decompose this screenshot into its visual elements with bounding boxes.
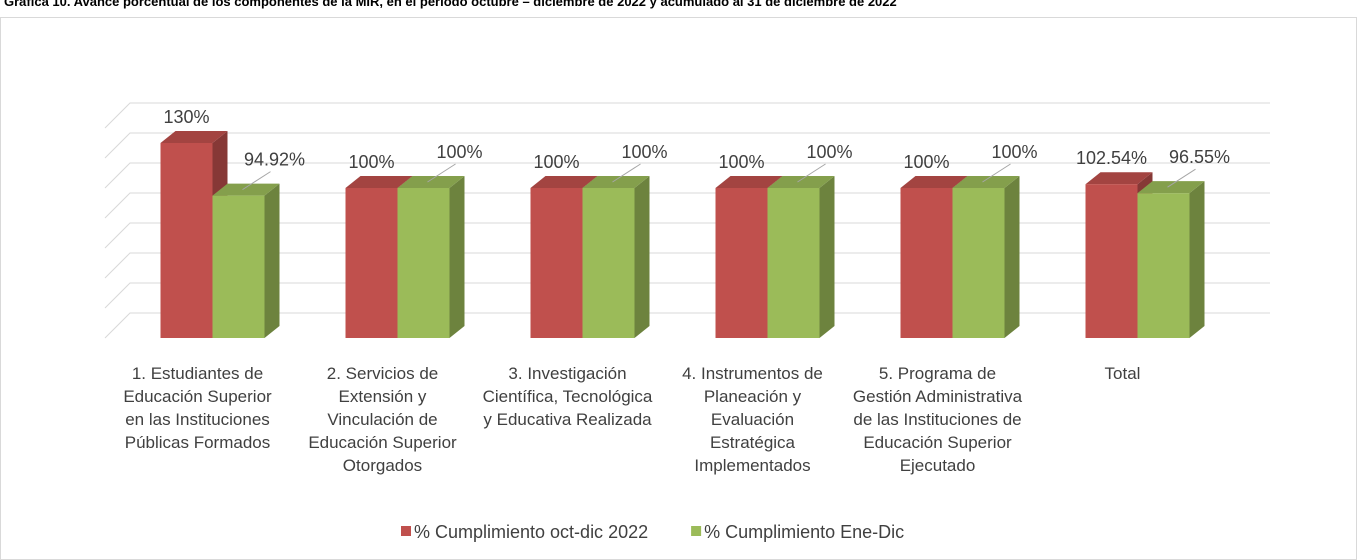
- x-tick-label: 2. Servicios de Extensión y Vinculación …: [308, 364, 457, 475]
- grid-line: [104, 282, 1270, 309]
- x-tick-label: 4. Instrumentos de Planeación y Evaluaci…: [682, 364, 823, 475]
- bar-top: [160, 131, 228, 143]
- leader-line: [797, 163, 826, 183]
- bar-side: [819, 176, 835, 338]
- bar-side: [449, 176, 465, 338]
- data-label: 100%: [621, 142, 667, 162]
- bar-front: [715, 188, 768, 338]
- bar: [767, 176, 835, 338]
- data-label: 100%: [718, 152, 764, 172]
- data-label: 94.92%: [244, 150, 305, 170]
- data-label: 130%: [163, 107, 209, 127]
- bar-front: [530, 188, 583, 338]
- bar-side: [1004, 176, 1020, 338]
- data-label: 102.54%: [1076, 148, 1147, 168]
- bar-top: [715, 176, 783, 188]
- chart-title: Gráfica 10. Avance porcentual de los com…: [4, 0, 897, 9]
- grid-line: [104, 102, 1270, 129]
- bar-top: [397, 176, 465, 188]
- data-label: 96.55%: [1169, 147, 1230, 167]
- bar-top: [1085, 172, 1153, 185]
- data-label: 100%: [348, 152, 394, 172]
- data-label: 100%: [533, 152, 579, 172]
- bar-side: [634, 176, 650, 338]
- grid-line: [104, 132, 1270, 159]
- data-label: 100%: [903, 152, 949, 172]
- grid-line: [104, 192, 1270, 219]
- grid-line: [104, 312, 1270, 339]
- bar-top: [1137, 181, 1205, 194]
- legend-swatch: [401, 526, 411, 536]
- bar-top: [345, 176, 413, 188]
- bar-front: [1085, 184, 1138, 338]
- bar-top: [582, 176, 650, 188]
- bar-front: [397, 188, 450, 338]
- leader-line: [982, 163, 1011, 183]
- grid-line: [104, 252, 1270, 279]
- grid-line: [104, 222, 1270, 249]
- bar: [1137, 181, 1205, 338]
- bar-front: [345, 188, 398, 338]
- bar: [397, 176, 465, 338]
- legend-swatch: [691, 526, 702, 536]
- bar-front: [1137, 193, 1190, 338]
- bar-top: [952, 176, 1020, 188]
- leader-line: [242, 171, 271, 191]
- bar-top: [530, 176, 598, 188]
- bar-side: [1189, 181, 1205, 338]
- x-tick-label: 5. Programa de Gestión Administrativa de…: [852, 364, 1023, 475]
- bar-front: [212, 195, 265, 338]
- bar-front: [952, 188, 1005, 338]
- leader-line: [612, 163, 641, 183]
- bar-front: [767, 188, 820, 338]
- data-label: 100%: [806, 142, 852, 162]
- leader-line: [1167, 168, 1196, 188]
- x-tick-label: Total: [1104, 364, 1141, 383]
- data-label: 100%: [991, 142, 1037, 162]
- x-tick-label: 1. Estudiantes de Educación Superior en …: [123, 364, 272, 452]
- legend-label: % Cumplimiento Ene-Dic: [704, 522, 904, 542]
- bar-front: [900, 188, 953, 338]
- bar-top: [900, 176, 968, 188]
- bar: [212, 183, 280, 338]
- x-tick-label: 3. Investigación Científica, Tecnológica…: [482, 364, 653, 429]
- legend-label: % Cumplimiento oct-dic 2022: [414, 522, 648, 542]
- bar-top: [212, 183, 280, 196]
- bar-side: [264, 183, 280, 338]
- bar-front: [582, 188, 635, 338]
- bar-top: [767, 176, 835, 188]
- leader-line: [427, 163, 456, 183]
- grid-line: [104, 162, 1270, 189]
- data-label: 100%: [436, 142, 482, 162]
- bar: [582, 176, 650, 338]
- bar-front: [160, 143, 213, 338]
- bar: [952, 176, 1020, 338]
